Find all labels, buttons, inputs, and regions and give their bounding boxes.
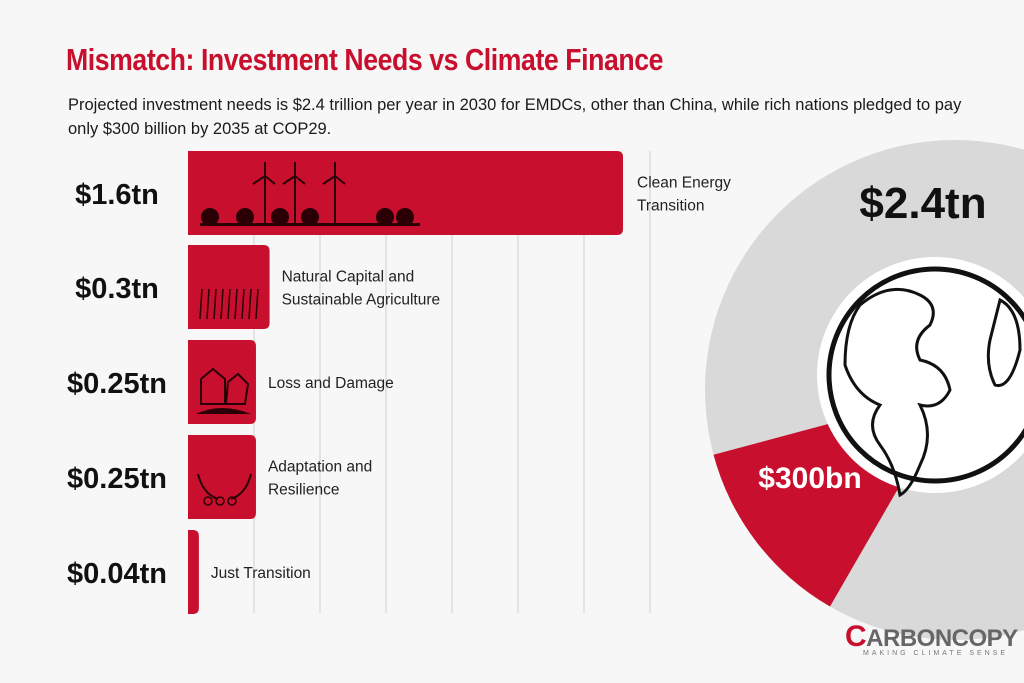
- tree: [271, 208, 289, 226]
- value-label: $0.04tn: [67, 558, 167, 590]
- bar-4: [188, 530, 199, 614]
- globe-icon: [817, 257, 1024, 498]
- bar-0: [188, 151, 623, 235]
- crop-stalk: [234, 288, 238, 320]
- turbine-blades: [322, 162, 346, 185]
- turbine-blades: [282, 162, 306, 185]
- crop-stalk: [220, 288, 224, 320]
- crop-stalk: [206, 288, 210, 320]
- person: [227, 496, 237, 506]
- person: [203, 496, 213, 506]
- ground: [200, 223, 420, 226]
- tree: [376, 208, 394, 226]
- tree: [236, 208, 254, 226]
- category-label: Loss and Damage: [268, 375, 394, 392]
- globe-continents: [843, 287, 1022, 498]
- value-label: $0.25tn: [67, 463, 167, 495]
- tree: [301, 208, 319, 226]
- damaged-houses-icon: [196, 367, 251, 414]
- crops-icon: [199, 288, 259, 320]
- category-label: Just Transition: [211, 565, 311, 582]
- category-label: Sustainable Agriculture: [282, 292, 441, 309]
- wind-turbines-icon: [200, 162, 420, 226]
- person: [215, 496, 225, 506]
- value-label: $1.6tn: [75, 179, 159, 211]
- category-label: Clean Energy: [637, 175, 731, 192]
- chart-title: Mismatch: Investment Needs vs Climate Fi…: [66, 42, 664, 77]
- carboncopy-logo: CARBONCOPY MAKING CLIMATE SENSE: [845, 620, 1018, 657]
- crop-stalk: [213, 288, 217, 320]
- hands: [197, 473, 252, 500]
- crop-stalk: [227, 288, 231, 320]
- value-label: $0.25tn: [67, 368, 167, 400]
- hands-people-icon: [197, 473, 252, 506]
- house: [200, 367, 250, 405]
- rubble: [196, 408, 251, 414]
- crop-stalk: [248, 288, 252, 320]
- crop-stalk: [199, 288, 203, 320]
- turbine-blades: [252, 162, 276, 185]
- chart-subtitle: Projected investment needs is $2.4 trill…: [68, 96, 962, 138]
- category-label: Natural Capital and: [282, 269, 415, 286]
- crop-stalk: [255, 288, 259, 320]
- crop-stalk: [241, 288, 245, 320]
- pie-total-label: $2.4tn: [859, 179, 986, 228]
- globe-outline: [826, 266, 1024, 484]
- value-label: $0.3tn: [75, 273, 159, 305]
- pie-pledged-label: $300bn: [758, 462, 861, 495]
- tree: [201, 208, 219, 226]
- tree: [396, 208, 414, 226]
- category-label: Resilience: [268, 482, 340, 499]
- category-label: Adaptation and: [268, 459, 372, 476]
- category-label: Transition: [637, 198, 704, 215]
